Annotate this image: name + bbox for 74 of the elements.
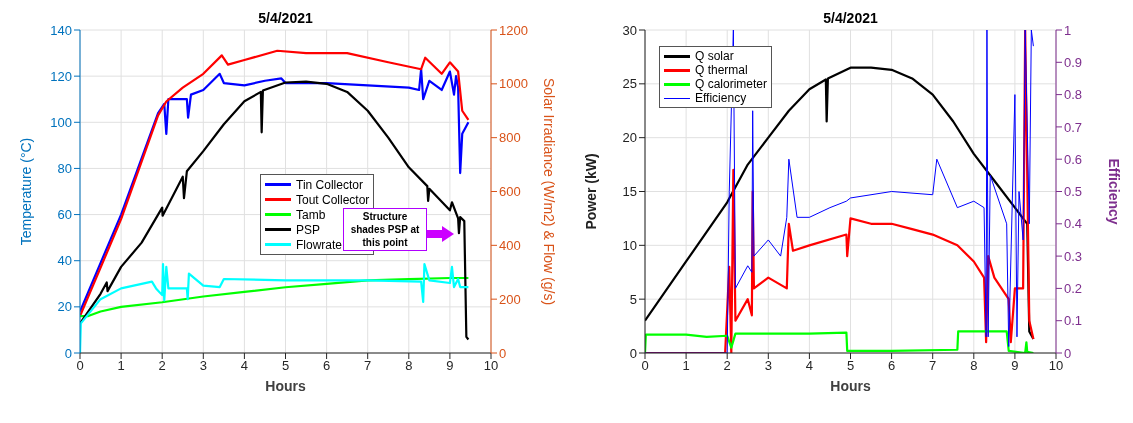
y2-tick-label: 0.8 [1064, 87, 1083, 103]
y2-axis-title: Solar Irradiance (W/m2) & Flow (g/s) [541, 77, 558, 306]
x-tick-label: 10 [1048, 358, 1064, 374]
x-tick-label: 3 [764, 358, 772, 374]
y-axis-title: Power (kW) [582, 153, 599, 230]
legend-label: Q calorimeter [695, 77, 768, 91]
y2-tick-label: 1 [1064, 22, 1072, 38]
x-tick-label: 4 [805, 358, 814, 374]
x-axis-title: Hours [830, 378, 871, 394]
legend-label: Flowrate [296, 237, 343, 252]
y-tick-label: 10 [622, 237, 637, 253]
y2-tick-label: 1200 [499, 22, 528, 38]
x-tick-label: 8 [970, 358, 978, 374]
y2-tick-label: 600 [499, 184, 521, 200]
line-series [80, 276, 470, 318]
legend-label: PSP [296, 222, 321, 237]
x-tick-label: 0 [76, 358, 84, 374]
x-tick-label: 2 [723, 358, 731, 374]
x-tick-label: 8 [405, 358, 413, 374]
y-tick-label: 140 [50, 22, 72, 38]
y2-tick-label: 0.4 [1064, 216, 1083, 232]
x-tick-label: 10 [483, 358, 499, 374]
x-tick-label: 1 [117, 358, 125, 374]
y-tick-label: 100 [50, 114, 72, 130]
y-tick-label: 20 [622, 130, 637, 146]
y-axis-title: Temperature (°C) [17, 137, 34, 246]
chart-title: 5/4/2021 [258, 10, 313, 26]
y2-tick-label: 1000 [499, 76, 528, 92]
legend-label: Q thermal [695, 63, 748, 77]
x-tick-label: 7 [364, 358, 372, 374]
y-tick-label: 80 [57, 161, 72, 177]
x-tick-label: 6 [322, 358, 331, 374]
chart-title: 5/4/2021 [823, 10, 878, 26]
y2-tick-label: 0.2 [1064, 281, 1083, 297]
x-tick-label: 2 [158, 358, 166, 374]
y2-tick-label: 0 [499, 345, 507, 361]
x-axis-title: Hours [265, 378, 306, 394]
y2-tick-label: 0.6 [1064, 151, 1083, 167]
x-tick-label: 0 [641, 358, 649, 374]
y-tick-label: 0 [64, 345, 72, 361]
x-tick-label: 5 [281, 358, 290, 374]
y2-tick-label: 400 [499, 237, 521, 253]
legend-label: Efficiency [695, 91, 747, 105]
y2-tick-label: 0.9 [1064, 54, 1083, 70]
x-tick-label: 9 [446, 358, 454, 374]
x-tick-label: 5 [846, 358, 855, 374]
y2-tick-label: 0.5 [1064, 184, 1083, 200]
legend-label: Tout Collector [296, 192, 370, 207]
y2-tick-label: 0.3 [1064, 248, 1083, 264]
x-tick-label: 3 [199, 358, 207, 374]
y-tick-label: 15 [622, 184, 637, 200]
x-tick-label: 9 [1011, 358, 1019, 374]
y2-tick-label: 0.7 [1064, 119, 1083, 135]
y2-tick-label: 200 [499, 291, 521, 307]
y2-tick-label: 800 [499, 130, 521, 146]
legend-label: Q solar [695, 49, 734, 63]
legend-label: Tamb [296, 207, 326, 222]
x-tick-label: 4 [240, 358, 249, 374]
x-tick-label: 1 [682, 358, 690, 374]
y-tick-label: 30 [622, 22, 637, 38]
y-tick-label: 5 [629, 291, 637, 307]
y-tick-label: 60 [57, 207, 72, 223]
y2-axis-title: Efficiency [1106, 158, 1123, 225]
legend-label: Tin Collector [296, 177, 363, 192]
y-tick-label: 20 [57, 299, 72, 315]
y-tick-label: 40 [57, 253, 72, 269]
y-tick-label: 25 [622, 76, 637, 92]
y2-tick-label: 0 [1064, 345, 1072, 361]
y2-tick-label: 0.1 [1064, 313, 1083, 329]
annotation: Structure shades PSP at this point [343, 208, 427, 251]
y-tick-label: 0 [629, 345, 637, 361]
y-tick-label: 120 [50, 68, 72, 84]
x-tick-label: 7 [929, 358, 937, 374]
x-tick-label: 6 [887, 358, 896, 374]
